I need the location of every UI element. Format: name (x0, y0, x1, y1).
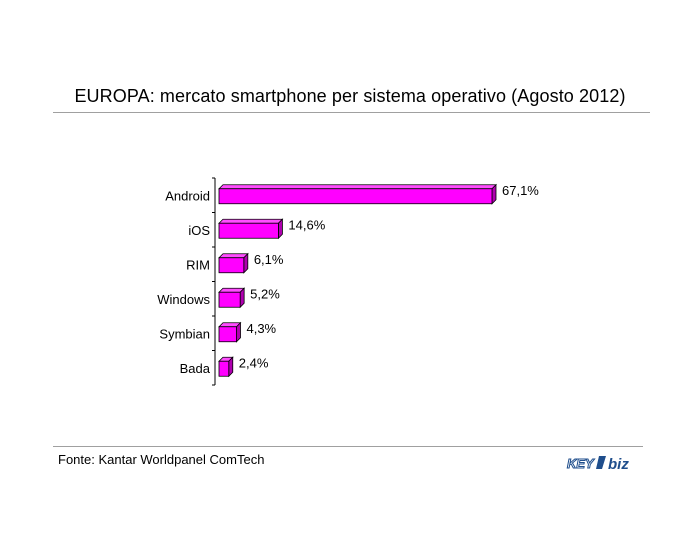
bar-side-face (491, 183, 497, 205)
category-label: Windows (157, 292, 210, 307)
category-label: Android (165, 188, 210, 203)
bar (218, 360, 230, 377)
key4biz-logo: KEY biz (567, 456, 630, 474)
svg-text:KEY: KEY (567, 456, 595, 471)
value-label: 5,2% (250, 286, 280, 301)
value-label: 4,3% (246, 321, 276, 336)
value-label: 14,6% (288, 217, 325, 232)
bar-side-face (236, 321, 241, 343)
bar-side-face (243, 252, 249, 274)
bar-top-face (218, 253, 249, 259)
category-label: Symbian (159, 326, 210, 341)
bar (218, 291, 241, 308)
category-label: Bada (180, 361, 211, 376)
value-label: 6,1% (254, 252, 284, 267)
bar-side-face (239, 287, 245, 309)
source-note: Fonte: Kantar Worldpanel ComTech (58, 452, 265, 467)
value-label: 2,4% (239, 355, 269, 370)
chart-title: EUROPA: mercato smartphone per sistema o… (74, 86, 626, 106)
bar-top-face (218, 218, 284, 224)
svg-text:biz: biz (608, 456, 629, 473)
title-divider (53, 112, 650, 113)
category-label: RIM (186, 257, 210, 272)
category-label: iOS (188, 223, 210, 238)
bar (218, 326, 237, 343)
bar-side-face (228, 356, 234, 378)
footer-divider (53, 446, 643, 447)
bar (218, 257, 245, 274)
bar-top-face (218, 184, 497, 190)
bar-side-face (278, 218, 283, 240)
bar (218, 222, 279, 239)
value-label: 67,1% (502, 183, 539, 198)
bar (218, 188, 493, 205)
